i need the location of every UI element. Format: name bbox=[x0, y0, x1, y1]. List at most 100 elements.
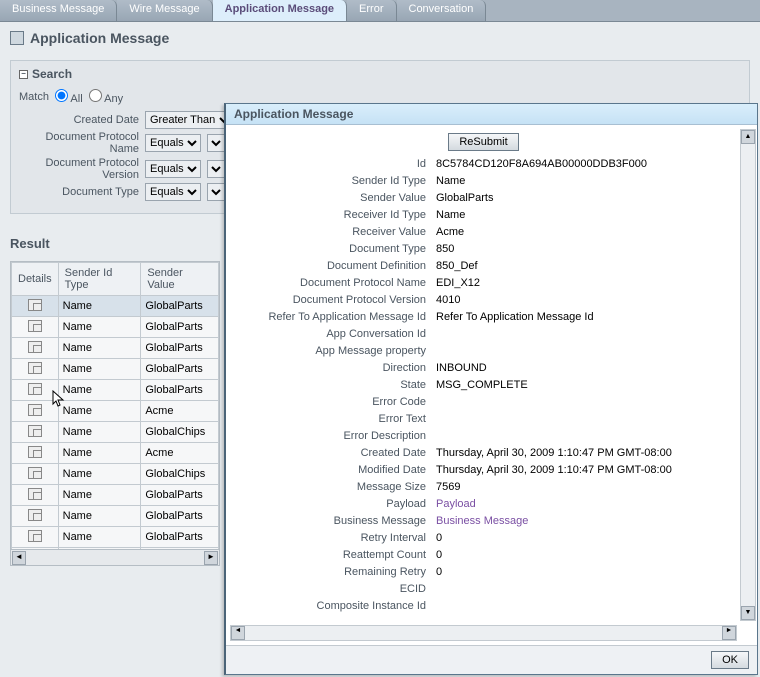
table-header[interactable]: Sender Id Type bbox=[58, 263, 141, 296]
field-value: 4010 bbox=[436, 293, 737, 308]
match-all-radio[interactable] bbox=[55, 89, 68, 102]
sender-value-cell: GlobalParts bbox=[141, 359, 219, 380]
match-any[interactable]: Any bbox=[89, 89, 123, 105]
result-hscroll[interactable]: ◄ ► bbox=[11, 549, 219, 565]
details-icon[interactable] bbox=[28, 446, 42, 458]
field-value: 850_Def bbox=[436, 259, 737, 274]
tab-bar: Business MessageWire MessageApplication … bbox=[0, 0, 760, 22]
detail-field: Composite Instance Id bbox=[230, 599, 737, 616]
field-value-link[interactable]: Payload bbox=[436, 497, 737, 512]
details-icon[interactable] bbox=[28, 362, 42, 374]
details-cell[interactable] bbox=[12, 380, 59, 401]
table-row[interactable]: NameGlobalParts bbox=[12, 527, 219, 548]
table-row[interactable]: NameGlobalParts bbox=[12, 359, 219, 380]
table-row[interactable]: NameGlobalParts bbox=[12, 506, 219, 527]
field-value-link[interactable]: Business Message bbox=[436, 514, 737, 529]
table-row[interactable]: NameAcme bbox=[12, 401, 219, 422]
table-row[interactable]: NameGlobalParts bbox=[12, 380, 219, 401]
search-header[interactable]: − Search bbox=[19, 67, 741, 81]
table-header[interactable]: Details bbox=[12, 263, 59, 296]
table-row[interactable]: NameAcme bbox=[12, 443, 219, 464]
result-table: DetailsSender Id TypeSender Value NameGl… bbox=[11, 262, 219, 566]
details-cell[interactable] bbox=[12, 296, 59, 317]
table-row[interactable]: NameGlobalChips bbox=[12, 422, 219, 443]
field-label: Refer To Application Message Id bbox=[230, 310, 426, 325]
details-cell[interactable] bbox=[12, 464, 59, 485]
scroll-right-icon[interactable]: ► bbox=[204, 551, 218, 565]
search-value-select[interactable] bbox=[207, 134, 225, 152]
tab-conversation[interactable]: Conversation bbox=[397, 0, 487, 21]
details-cell[interactable] bbox=[12, 338, 59, 359]
collapse-icon[interactable]: − bbox=[19, 70, 28, 79]
details-cell[interactable] bbox=[12, 359, 59, 380]
details-cell[interactable] bbox=[12, 506, 59, 527]
tab-error[interactable]: Error bbox=[347, 0, 396, 21]
table-header[interactable]: Sender Value bbox=[141, 263, 219, 296]
ok-button[interactable]: OK bbox=[711, 651, 749, 669]
table-row[interactable]: NameGlobalParts bbox=[12, 317, 219, 338]
scroll-down-icon[interactable]: ▼ bbox=[741, 606, 755, 620]
detail-field: Refer To Application Message IdRefer To … bbox=[230, 310, 737, 327]
search-field-label: Document Protocol Name bbox=[19, 131, 139, 155]
details-icon[interactable] bbox=[28, 341, 42, 353]
details-icon[interactable] bbox=[28, 530, 42, 542]
field-label: App Conversation Id bbox=[230, 327, 426, 342]
details-icon[interactable] bbox=[28, 509, 42, 521]
scroll-left-icon[interactable]: ◄ bbox=[231, 626, 245, 640]
table-row[interactable]: NameGlobalParts bbox=[12, 485, 219, 506]
search-field-label: Document Protocol Version bbox=[19, 157, 139, 181]
field-label: Document Protocol Version bbox=[230, 293, 426, 308]
field-label: Composite Instance Id bbox=[230, 599, 426, 614]
details-icon[interactable] bbox=[28, 467, 42, 479]
details-icon[interactable] bbox=[28, 299, 42, 311]
tab-wire-message[interactable]: Wire Message bbox=[117, 0, 212, 21]
field-label: Reattempt Count bbox=[230, 548, 426, 563]
detail-field: Document Definition850_Def bbox=[230, 259, 737, 276]
scroll-up-icon[interactable]: ▲ bbox=[741, 130, 755, 144]
detail-field: App Conversation Id bbox=[230, 327, 737, 344]
field-label: App Message property bbox=[230, 344, 426, 359]
scroll-left-icon[interactable]: ◄ bbox=[12, 551, 26, 565]
table-row[interactable]: NameGlobalChips bbox=[12, 464, 219, 485]
sender-id-type-cell: Name bbox=[58, 338, 141, 359]
search-operator-select[interactable]: Greater Than bbox=[145, 111, 233, 129]
search-value-select[interactable] bbox=[207, 160, 225, 178]
search-operator-select[interactable]: Equals bbox=[145, 183, 201, 201]
result-table-wrap: DetailsSender Id TypeSender Value NameGl… bbox=[10, 261, 220, 566]
match-all[interactable]: All bbox=[55, 89, 83, 105]
match-any-radio[interactable] bbox=[89, 89, 102, 102]
details-cell[interactable] bbox=[12, 443, 59, 464]
field-label: Business Message bbox=[230, 514, 426, 529]
dialog-hscroll[interactable]: ◄ ► bbox=[230, 625, 737, 641]
field-value: Thursday, April 30, 2009 1:10:47 PM GMT-… bbox=[436, 446, 737, 461]
search-value-select[interactable] bbox=[207, 183, 225, 201]
details-icon[interactable] bbox=[28, 383, 42, 395]
details-icon[interactable] bbox=[28, 488, 42, 500]
tab-application-message[interactable]: Application Message bbox=[213, 0, 347, 21]
tab-business-message[interactable]: Business Message bbox=[0, 0, 117, 21]
sender-value-cell: Acme bbox=[141, 401, 219, 422]
details-cell[interactable] bbox=[12, 422, 59, 443]
details-cell[interactable] bbox=[12, 485, 59, 506]
details-icon[interactable] bbox=[28, 320, 42, 332]
table-row[interactable]: NameGlobalParts bbox=[12, 338, 219, 359]
search-field-label: Document Type bbox=[19, 186, 139, 198]
search-operator-select[interactable]: Equals bbox=[145, 134, 201, 152]
details-icon[interactable] bbox=[28, 404, 42, 416]
resubmit-button[interactable]: ReSubmit bbox=[448, 133, 518, 151]
application-message-dialog: Application Message ReSubmit Id8C5784CD1… bbox=[224, 103, 758, 675]
sender-value-cell: GlobalParts bbox=[141, 317, 219, 338]
field-value: Name bbox=[436, 174, 737, 189]
detail-field: Document Protocol Version 4010 bbox=[230, 293, 737, 310]
detail-field: Business Message Business Message bbox=[230, 514, 737, 531]
details-cell[interactable] bbox=[12, 527, 59, 548]
details-cell[interactable] bbox=[12, 401, 59, 422]
table-row[interactable]: NameGlobalParts bbox=[12, 296, 219, 317]
dialog-vscroll[interactable]: ▲ ▼ bbox=[740, 129, 756, 621]
details-cell[interactable] bbox=[12, 317, 59, 338]
sender-value-cell: GlobalParts bbox=[141, 380, 219, 401]
details-icon[interactable] bbox=[28, 425, 42, 437]
search-operator-select[interactable]: Equals bbox=[145, 160, 201, 178]
scroll-right-icon[interactable]: ► bbox=[722, 626, 736, 640]
detail-field: ECID bbox=[230, 582, 737, 599]
